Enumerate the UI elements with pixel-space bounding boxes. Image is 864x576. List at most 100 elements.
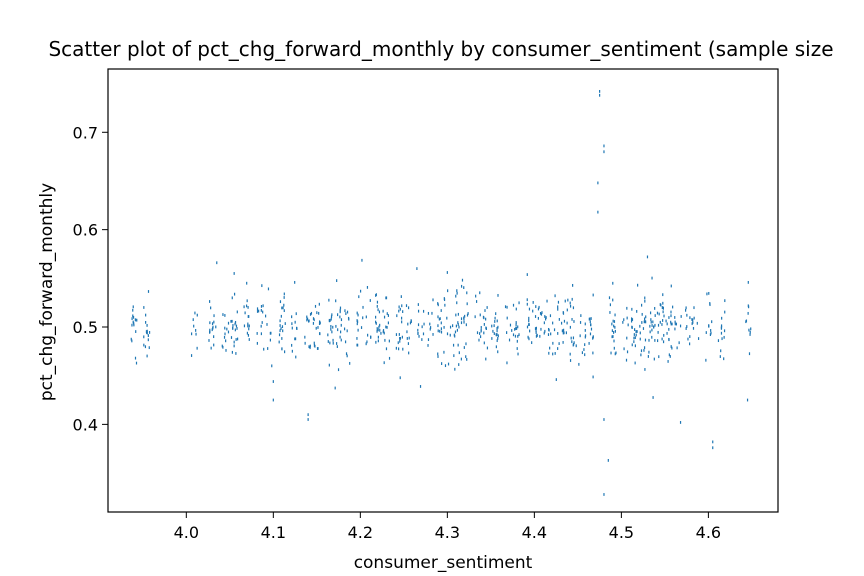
scatter-point — [345, 352, 348, 356]
scatter-point — [657, 323, 660, 327]
scatter-point — [649, 324, 651, 328]
scatter-point — [314, 344, 316, 348]
scatter-point — [330, 327, 332, 331]
scatter-point — [541, 311, 543, 314]
scatter-point — [313, 341, 315, 345]
scatter-point — [543, 321, 545, 325]
scatter-point — [496, 327, 498, 330]
scatter-point — [225, 348, 227, 352]
scatter-point — [724, 310, 726, 314]
scatter-point — [328, 298, 330, 302]
scatter-point — [296, 327, 298, 330]
scatter-point — [670, 320, 672, 324]
scatter-point — [421, 338, 423, 341]
scatter-point — [494, 320, 496, 323]
scatter-point — [247, 322, 249, 326]
scatter-point — [463, 286, 465, 290]
scatter-point — [747, 311, 749, 315]
scatter-point — [457, 321, 459, 324]
scatter-point — [132, 315, 135, 319]
scatter-point — [308, 319, 310, 323]
scatter-point — [309, 344, 311, 348]
scatter-point — [518, 301, 520, 305]
scatter-point — [478, 338, 480, 342]
scatter-point — [437, 329, 439, 333]
scatter-point — [544, 315, 546, 318]
x-tick-label: 4.6 — [696, 523, 721, 542]
scatter-point — [639, 337, 641, 341]
scatter-point — [457, 343, 459, 347]
scatter-point — [227, 321, 230, 325]
scatter-point — [378, 310, 381, 314]
scatter-point — [630, 319, 633, 323]
scatter-point — [409, 321, 412, 325]
x-tick-label: 4.0 — [174, 523, 199, 542]
scatter-point — [692, 321, 694, 324]
scatter-point — [516, 339, 518, 343]
scatter-point — [148, 331, 151, 334]
scatter-point — [225, 339, 227, 343]
x-axis-ticks: 4.0 4.1 4.2 4.3 4.4 4.5 4.6 — [174, 512, 721, 542]
scatter-point — [344, 309, 346, 313]
scatter-point — [492, 329, 494, 333]
scatter-point — [235, 338, 237, 341]
scatter-point — [232, 327, 234, 330]
scatter-point — [208, 339, 210, 342]
x-tick-label: 4.5 — [609, 523, 634, 542]
scatter-point — [146, 329, 148, 333]
scatter-point — [613, 346, 615, 350]
scatter-point — [686, 325, 688, 328]
scatter-point — [566, 321, 568, 325]
scatter-point — [317, 347, 319, 350]
scatter-point — [318, 322, 321, 325]
scatter-point — [463, 317, 465, 321]
scatter-point — [572, 283, 574, 287]
scatter-point — [552, 321, 554, 325]
scatter-point — [571, 317, 573, 321]
scatter-point — [294, 337, 296, 341]
scatter-point — [444, 303, 446, 307]
scatter-point — [660, 303, 662, 307]
scatter-point — [646, 255, 649, 259]
scatter-point — [674, 316, 676, 319]
scatter-point — [356, 322, 358, 326]
scatter-point — [569, 325, 571, 329]
scatter-point — [306, 317, 309, 321]
scatter-point — [548, 351, 550, 355]
scatter-point — [644, 317, 646, 321]
scatter-point — [479, 313, 481, 317]
scatter-point — [283, 292, 285, 296]
scatter-point — [509, 323, 512, 327]
scatter-point — [515, 326, 517, 330]
scatter-point — [662, 293, 664, 297]
scatter-point — [689, 316, 691, 320]
scatter-point — [398, 333, 400, 336]
scatter-point — [515, 323, 517, 327]
scatter-point — [312, 317, 315, 320]
scatter-point — [671, 346, 673, 350]
scatter-point — [236, 310, 238, 314]
scatter-point — [569, 352, 571, 356]
scatter-point — [651, 335, 653, 339]
scatter-point — [592, 351, 594, 355]
scatter-point — [278, 333, 281, 337]
scatter-point — [720, 325, 723, 329]
scatter-point — [234, 328, 236, 332]
scatter-point — [455, 294, 457, 298]
scatter-point — [405, 304, 408, 308]
scatter-point — [375, 294, 377, 297]
scatter-point — [446, 271, 448, 274]
x-tick-label: 4.1 — [261, 523, 286, 542]
scatter-point — [370, 336, 372, 339]
scatter-point — [453, 354, 455, 358]
scatter-point — [721, 337, 723, 341]
scatter-point — [569, 359, 572, 362]
scatter-point — [369, 299, 371, 302]
scatter-point — [356, 343, 358, 347]
scatter-point — [266, 323, 268, 326]
scatter-point — [248, 324, 250, 328]
scatter-point — [458, 363, 460, 366]
scatter-point — [650, 318, 652, 321]
scatter-point — [599, 93, 601, 97]
scatter-point — [211, 322, 214, 326]
